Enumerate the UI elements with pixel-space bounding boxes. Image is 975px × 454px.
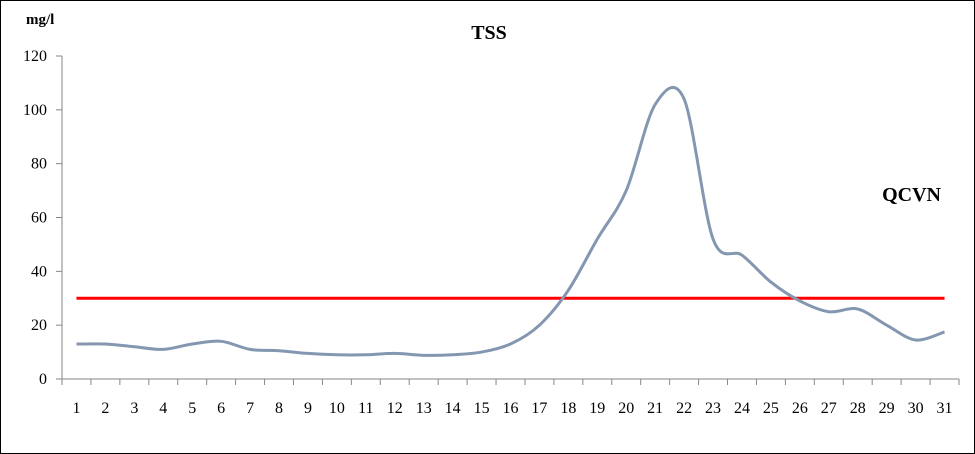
reference-line-group: QCVN xyxy=(76,184,945,300)
y-tick-label: 0 xyxy=(39,371,47,388)
y-tick-label: 80 xyxy=(31,156,47,173)
x-tick-label: 4 xyxy=(159,400,167,417)
x-tick-label: 1 xyxy=(72,400,80,417)
x-tick-label: 9 xyxy=(304,400,312,417)
series-group xyxy=(76,85,946,357)
x-tick-label: 25 xyxy=(763,400,779,417)
x-tick-label: 3 xyxy=(130,400,138,417)
y-tick-label: 100 xyxy=(23,102,47,119)
x-tick-label: 26 xyxy=(792,400,808,417)
x-tick-label: 18 xyxy=(560,400,576,417)
x-tick-label: 12 xyxy=(387,400,403,417)
x-tick-label: 27 xyxy=(821,400,837,417)
x-tick-label: 20 xyxy=(618,400,634,417)
x-tick-label: 5 xyxy=(188,400,196,417)
y-axis-unit: mg/l xyxy=(26,12,54,28)
x-tick-label: 21 xyxy=(647,400,663,417)
x-tick-label: 19 xyxy=(589,400,605,417)
chart-title: TSS xyxy=(471,22,507,44)
x-tick-label: 8 xyxy=(275,400,283,417)
x-tick-label: 24 xyxy=(734,400,750,417)
x-tick-label: 11 xyxy=(358,400,373,417)
x-tick-label: 10 xyxy=(329,400,345,417)
x-tick-label: 16 xyxy=(503,400,519,417)
x-tick-label: 13 xyxy=(416,400,432,417)
tss-series-line xyxy=(76,85,946,357)
y-axis: 0 20 40 60 80 100 120 xyxy=(23,48,63,388)
x-tick-label: 22 xyxy=(676,400,692,417)
qcvn-label: QCVN xyxy=(882,184,941,206)
x-tick-label: 2 xyxy=(101,400,109,417)
x-tick-label: 14 xyxy=(445,400,461,417)
x-tick-label: 23 xyxy=(705,400,721,417)
x-tick-label: 15 xyxy=(474,400,490,417)
x-tick-label: 7 xyxy=(246,400,254,417)
x-tick-label: 28 xyxy=(850,400,866,417)
x-tick-label: 30 xyxy=(908,400,924,417)
y-tick-label: 20 xyxy=(31,317,47,334)
y-tick-label: 40 xyxy=(31,263,47,280)
x-tick-label: 29 xyxy=(879,400,895,417)
y-tick-label: 120 xyxy=(23,48,47,65)
x-tick-label: 6 xyxy=(217,400,225,417)
x-tick-label: 17 xyxy=(531,400,547,417)
y-tick-label: 60 xyxy=(31,210,47,227)
x-axis: 1 2 3 4 5 6 7 8 9 10 11 12 13 14 15 16 17 18 19 20 21 22 23 24 2… xyxy=(61,378,960,417)
x-tick-label: 31 xyxy=(937,400,953,417)
